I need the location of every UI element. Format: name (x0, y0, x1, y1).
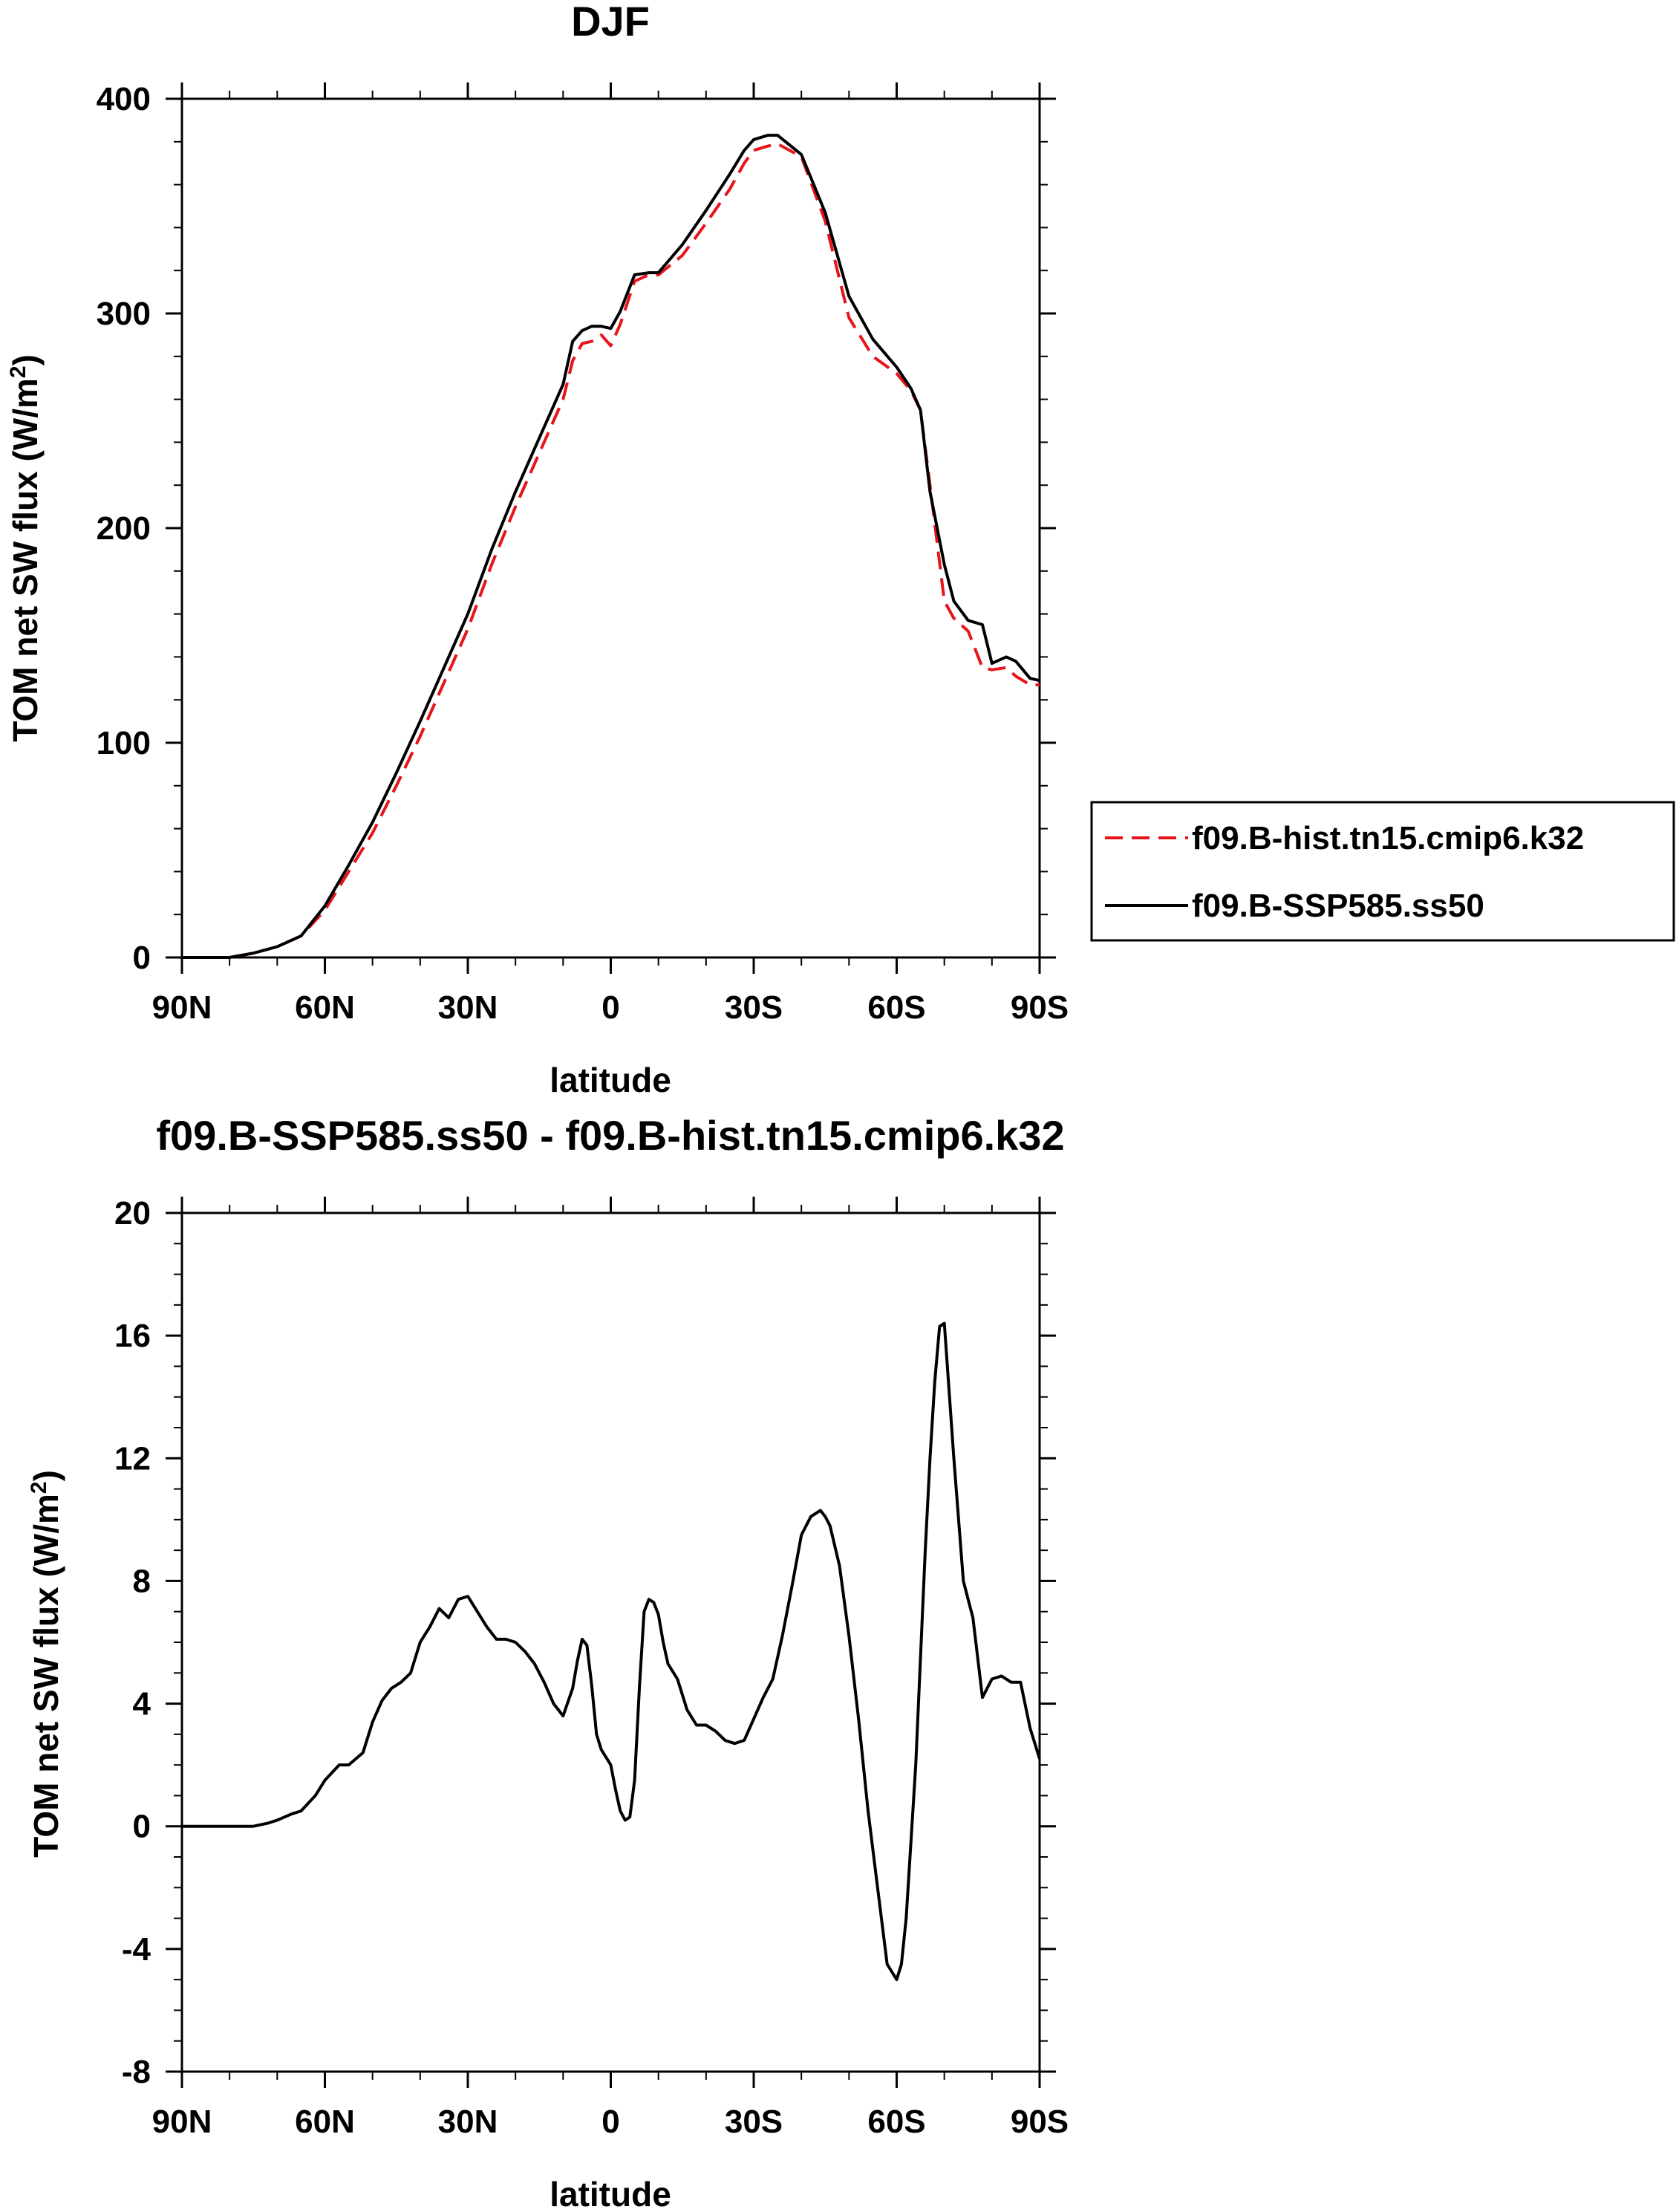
djf-series-lines (182, 134, 1040, 959)
y-tick-label: 4 (133, 1686, 151, 1723)
y-tick-label: 400 (97, 81, 151, 117)
x-tick-label: 90S (1011, 2104, 1069, 2140)
djf-legend: f09.B-hist.tn15.cmip6.k32 f09.B-SSP585.s… (1090, 801, 1675, 942)
difference-chart-title: f09.B-SSP585.ss50 - f09.B-hist.tn15.cmip… (156, 1112, 1064, 1159)
djf-y-axis-label: TOM net SW flux (W/m2) (6, 354, 45, 742)
x-tick-label: 30S (725, 2104, 783, 2140)
x-tick-label: 90N (152, 989, 212, 1026)
y-tick-label: 16 (114, 1318, 151, 1354)
difference-y-axis-label: TOM net SW flux (W/m2) (27, 1470, 65, 1858)
x-tick-label: 30S (725, 989, 783, 1026)
djf-x-tick-labels: 90N 60N 30N 0 30S 60S 90S (152, 989, 1069, 1026)
difference-tick-marks (166, 1197, 1056, 2088)
djf-chart-title: DJF (571, 0, 650, 45)
y-tick-label: 0 (133, 1809, 151, 1845)
x-tick-label: 60N (295, 2104, 355, 2140)
series-line-1 (182, 134, 1040, 959)
y-tick-label: 0 (133, 940, 151, 976)
x-tick-label: 0 (601, 2104, 619, 2140)
difference-series-lines (182, 1321, 1041, 1982)
djf-plot-area (180, 97, 1041, 959)
series-line-0 (182, 1321, 1041, 1982)
x-tick-label: 0 (601, 989, 619, 1026)
difference-plot-area (180, 1211, 1041, 2073)
x-tick-label: 30N (438, 2104, 498, 2140)
y-tick-label: 20 (114, 1195, 151, 1232)
x-tick-label: 90N (152, 2104, 212, 2140)
series-line-0 (182, 142, 1040, 959)
difference-x-axis-label: latitude (550, 2175, 671, 2212)
x-tick-label: 30N (438, 989, 498, 1026)
x-tick-label: 60N (295, 989, 355, 1026)
legend-box (1090, 801, 1675, 942)
djf-panel: DJF 90N 60N 30N 0 30S 60S 90S 0 100 200 300 400 la… (6, 0, 1675, 1099)
plot-frame (180, 97, 1041, 959)
x-tick-label: 90S (1011, 989, 1069, 1026)
y-tick-label: 12 (114, 1440, 151, 1477)
difference-y-tick-labels: -8 -4 0 4 8 12 16 20 (114, 1195, 151, 2090)
difference-x-tick-labels: 90N 60N 30N 0 30S 60S 90S (152, 2104, 1069, 2140)
y-tick-label: 8 (133, 1563, 151, 1599)
legend-label-hist: f09.B-hist.tn15.cmip6.k32 (1192, 820, 1584, 856)
y-tick-label: 100 (97, 725, 151, 761)
y-tick-label: 200 (97, 510, 151, 547)
djf-x-axis-label: latitude (550, 1061, 671, 1099)
djf-tick-marks (166, 82, 1056, 974)
djf-y-tick-labels: 0 100 200 300 400 (97, 81, 151, 976)
legend-label-ssp585: f09.B-SSP585.ss50 (1192, 888, 1484, 924)
plot-frame (180, 1211, 1041, 2073)
x-tick-label: 60S (867, 2104, 925, 2140)
y-tick-label: 300 (97, 296, 151, 332)
y-tick-label: -8 (122, 2054, 151, 2090)
difference-panel: f09.B-SSP585.ss50 - f09.B-hist.tn15.cmip… (27, 1112, 1069, 2212)
y-tick-label: -4 (122, 1931, 151, 1968)
x-tick-label: 60S (867, 989, 925, 1026)
